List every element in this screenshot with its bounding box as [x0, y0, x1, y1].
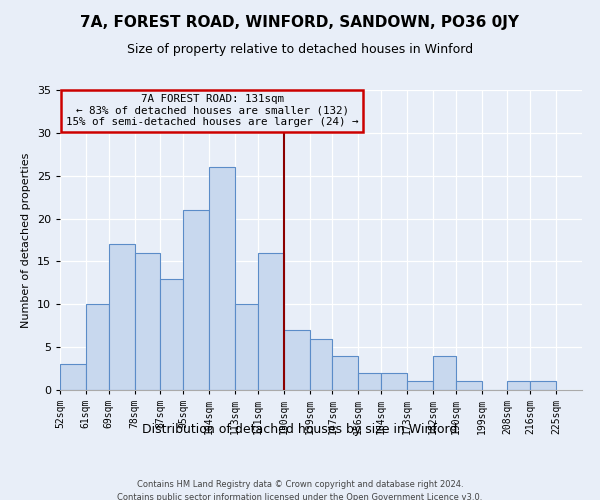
Bar [209, 167, 235, 390]
Y-axis label: Number of detached properties: Number of detached properties [21, 152, 31, 328]
Bar [530, 382, 556, 390]
Bar [86, 304, 109, 390]
Text: Contains HM Land Registry data © Crown copyright and database right 2024.
Contai: Contains HM Land Registry data © Crown c… [118, 480, 482, 500]
Bar [160, 278, 184, 390]
Bar [381, 373, 407, 390]
Bar [235, 304, 258, 390]
Bar [508, 382, 530, 390]
Bar [358, 373, 381, 390]
Text: 7A FOREST ROAD: 131sqm
← 83% of detached houses are smaller (132)
15% of semi-de: 7A FOREST ROAD: 131sqm ← 83% of detached… [66, 94, 358, 128]
Bar [258, 253, 284, 390]
Bar [60, 364, 86, 390]
Text: Distribution of detached houses by size in Winford: Distribution of detached houses by size … [142, 422, 458, 436]
Bar [109, 244, 134, 390]
Bar [134, 253, 160, 390]
Bar [433, 356, 456, 390]
Text: Size of property relative to detached houses in Winford: Size of property relative to detached ho… [127, 42, 473, 56]
Text: 7A, FOREST ROAD, WINFORD, SANDOWN, PO36 0JY: 7A, FOREST ROAD, WINFORD, SANDOWN, PO36 … [80, 15, 520, 30]
Bar [456, 382, 482, 390]
Bar [184, 210, 209, 390]
Bar [284, 330, 310, 390]
Bar [310, 338, 332, 390]
Bar [407, 382, 433, 390]
Bar [332, 356, 358, 390]
